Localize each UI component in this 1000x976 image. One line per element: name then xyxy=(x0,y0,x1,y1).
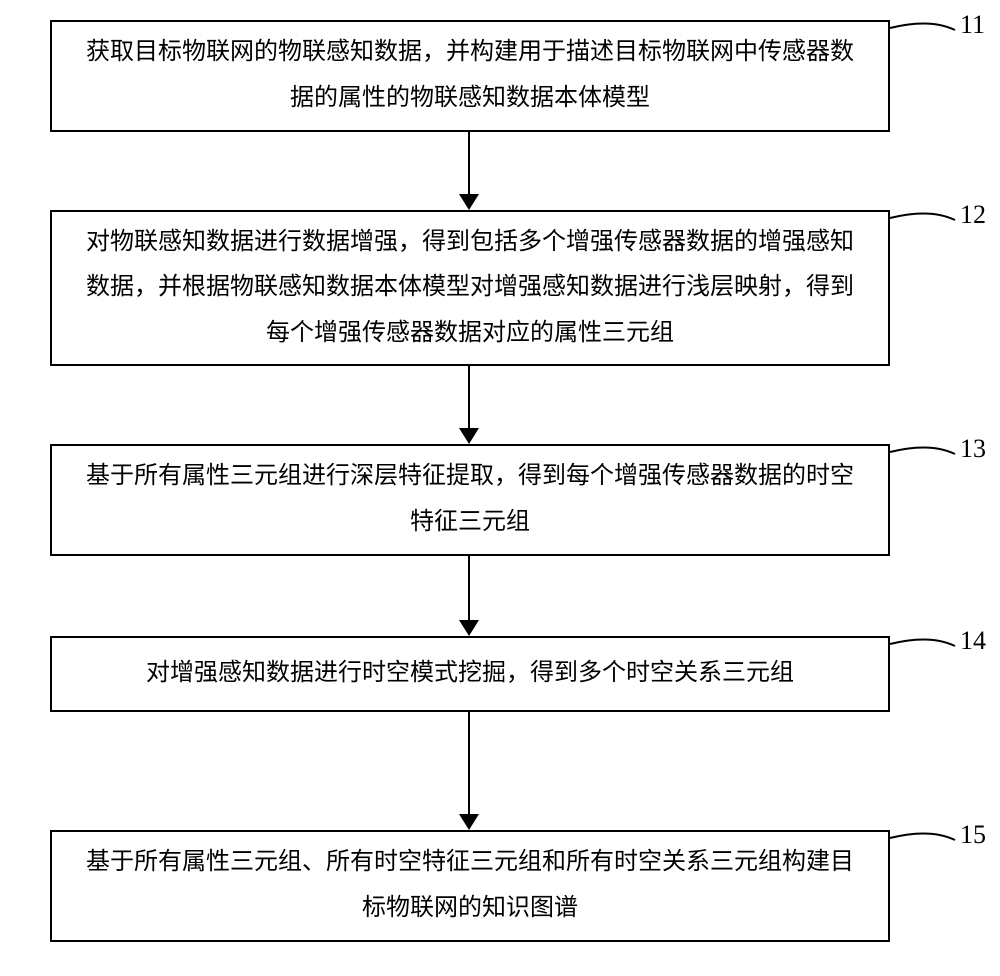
flow-step-label-14: 14 xyxy=(960,626,986,656)
flow-step-n1: 获取目标物联网的物联感知数据，并构建用于描述目标物联网中传感器数据的属性的物联感… xyxy=(50,20,890,132)
flow-step-label-13: 13 xyxy=(960,434,986,464)
flow-step-n4: 对增强感知数据进行时空模式挖掘，得到多个时空关系三元组 xyxy=(50,636,890,712)
flow-step-label-12: 12 xyxy=(960,200,986,230)
flow-step-text: 获取目标物联网的物联感知数据，并构建用于描述目标物联网中传感器数据的属性的物联感… xyxy=(76,30,864,121)
flow-step-n5: 基于所有属性三元组、所有时空特征三元组和所有时空关系三元组构建目标物联网的知识图… xyxy=(50,830,890,942)
flow-step-n3: 基于所有属性三元组进行深层特征提取，得到每个增强传感器数据的时空特征三元组 xyxy=(50,444,890,556)
flow-step-text: 基于所有属性三元组进行深层特征提取，得到每个增强传感器数据的时空特征三元组 xyxy=(76,454,864,545)
flow-step-label-15: 15 xyxy=(960,820,986,850)
flow-step-label-11: 11 xyxy=(960,10,985,40)
flow-step-text: 对增强感知数据进行时空模式挖掘，得到多个时空关系三元组 xyxy=(146,651,794,697)
flow-step-text: 基于所有属性三元组、所有时空特征三元组和所有时空关系三元组构建目标物联网的知识图… xyxy=(76,840,864,931)
flow-step-text: 对物联感知数据进行数据增强，得到包括多个增强传感器数据的增强感知数据，并根据物联… xyxy=(76,220,864,357)
flow-step-n2: 对物联感知数据进行数据增强，得到包括多个增强传感器数据的增强感知数据，并根据物联… xyxy=(50,210,890,366)
flowchart-stage: 获取目标物联网的物联感知数据，并构建用于描述目标物联网中传感器数据的属性的物联感… xyxy=(0,0,1000,976)
